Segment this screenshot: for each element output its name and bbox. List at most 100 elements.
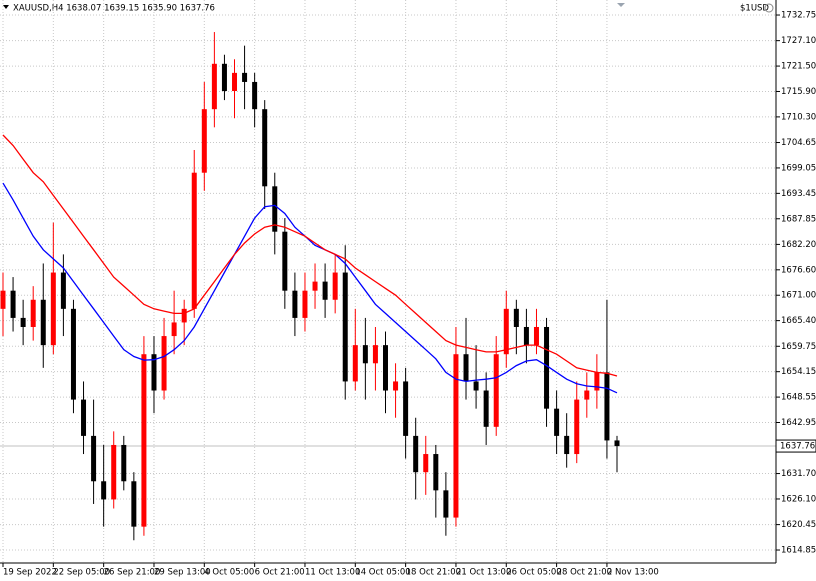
candle-body xyxy=(161,336,167,391)
x-tick-label: 18 Oct 21:00 xyxy=(406,568,461,578)
x-tick-label: 29 Sep 13:00 xyxy=(154,568,211,578)
candle-body xyxy=(181,308,187,323)
y-tick-label: 1687.85 xyxy=(781,214,816,224)
candle-body xyxy=(141,354,147,527)
candle-body xyxy=(473,381,479,391)
candle-body xyxy=(493,354,499,427)
x-tick-label: 2 Nov 13:00 xyxy=(607,568,659,578)
y-tick-label: 1654.15 xyxy=(781,367,816,377)
candle-body xyxy=(171,322,177,337)
candle-body xyxy=(81,399,87,436)
y-tick-label: 1676.60 xyxy=(781,265,816,275)
y-tick-label: 1620.45 xyxy=(781,520,816,530)
candle-body xyxy=(151,354,157,391)
candle-body xyxy=(252,81,258,110)
x-tick-label: 26 Sep 21:00 xyxy=(104,568,161,578)
candle-body xyxy=(20,317,26,327)
candle-body xyxy=(503,308,509,355)
candle-body xyxy=(483,390,489,427)
candle-body xyxy=(191,172,197,309)
candle-body xyxy=(70,308,76,400)
candle-body xyxy=(50,272,56,346)
candle-body xyxy=(312,281,318,291)
moving-average-line xyxy=(2,182,618,394)
candle-body xyxy=(403,381,409,436)
candle-body xyxy=(60,272,66,309)
candle-body xyxy=(433,454,439,491)
y-tick-label: 1659.75 xyxy=(781,342,816,352)
y-tick-label: 1721.50 xyxy=(781,62,816,72)
candle-body xyxy=(121,444,127,482)
candle-body xyxy=(393,381,399,391)
x-tick-label: 21 Oct 13:00 xyxy=(456,568,511,578)
x-tick-label: 6 Oct 21:00 xyxy=(255,568,305,578)
candle-body xyxy=(272,186,278,232)
candle-body xyxy=(564,435,570,455)
x-tick-label: 19 Sep 2022 xyxy=(3,568,57,578)
moving-average-line xyxy=(2,134,618,377)
corner-label: $1USD xyxy=(740,4,769,14)
y-tick-label: 1665.40 xyxy=(781,316,816,326)
candle-body xyxy=(362,345,368,364)
candle-body xyxy=(523,326,529,346)
y-tick-label: 1626.10 xyxy=(781,494,816,504)
candle-body xyxy=(262,109,268,187)
candle-body xyxy=(40,299,46,346)
y-tick-label: 1648.55 xyxy=(781,393,816,403)
candle-body xyxy=(413,435,419,473)
candle-body xyxy=(10,290,16,318)
x-tick-label: 4 Oct 05:00 xyxy=(204,568,254,578)
candle-body xyxy=(443,490,449,518)
candle-body xyxy=(131,481,137,527)
candle-body xyxy=(423,454,429,473)
candle-body xyxy=(604,372,610,441)
candle-body xyxy=(533,326,539,346)
candle-body xyxy=(282,231,288,291)
menu-arrow[interactable] xyxy=(3,5,9,9)
x-tick-label: 22 Sep 05:00 xyxy=(53,568,110,578)
candle-body xyxy=(594,372,600,391)
y-tick-label: 1671.00 xyxy=(781,291,816,301)
shift-marker[interactable] xyxy=(617,3,625,7)
candle-body xyxy=(201,109,207,173)
candle-body xyxy=(372,345,378,364)
candle-body xyxy=(101,481,107,500)
candle-body xyxy=(382,345,388,391)
candle-body xyxy=(342,272,348,382)
candle-body xyxy=(332,272,338,300)
candle-body xyxy=(91,435,97,482)
y-tick-label: 1631.70 xyxy=(781,469,816,479)
candle-body xyxy=(292,290,298,318)
y-tick-label: 1715.90 xyxy=(781,87,816,97)
candle-body xyxy=(111,444,117,500)
candle-body xyxy=(614,440,620,447)
corner-icon[interactable] xyxy=(764,3,774,13)
y-tick-label: 1732.75 xyxy=(781,11,816,21)
current-price-label: 1637.76 xyxy=(780,442,815,452)
y-tick-label: 1682.20 xyxy=(781,240,816,250)
candle-body xyxy=(322,281,328,300)
y-tick-label: 1642.95 xyxy=(781,418,816,428)
x-tick-label: 26 Oct 05:00 xyxy=(506,568,561,578)
y-tick-label: 1693.45 xyxy=(781,189,816,199)
chart-header: XAUUSD,H4 1638.07 1639.15 1635.90 1637.7… xyxy=(13,4,215,14)
candle-body xyxy=(513,308,519,327)
x-tick-label: 14 Oct 05:00 xyxy=(355,568,410,578)
x-tick-label: 11 Oct 13:00 xyxy=(305,568,360,578)
candle-body xyxy=(30,299,36,327)
candle-body xyxy=(242,72,248,82)
candle-body xyxy=(221,63,227,92)
y-tick-label: 1704.65 xyxy=(781,138,816,148)
candle-body xyxy=(302,290,308,318)
candle-body xyxy=(0,290,6,309)
y-tick-label: 1699.05 xyxy=(781,163,816,173)
candle-body xyxy=(211,63,217,110)
candle-body xyxy=(574,399,580,455)
candle-body xyxy=(544,326,550,409)
y-tick-label: 1614.85 xyxy=(781,546,816,556)
candle-body xyxy=(352,345,358,382)
y-tick-label: 1727.10 xyxy=(781,36,816,46)
candle-body xyxy=(463,354,469,382)
